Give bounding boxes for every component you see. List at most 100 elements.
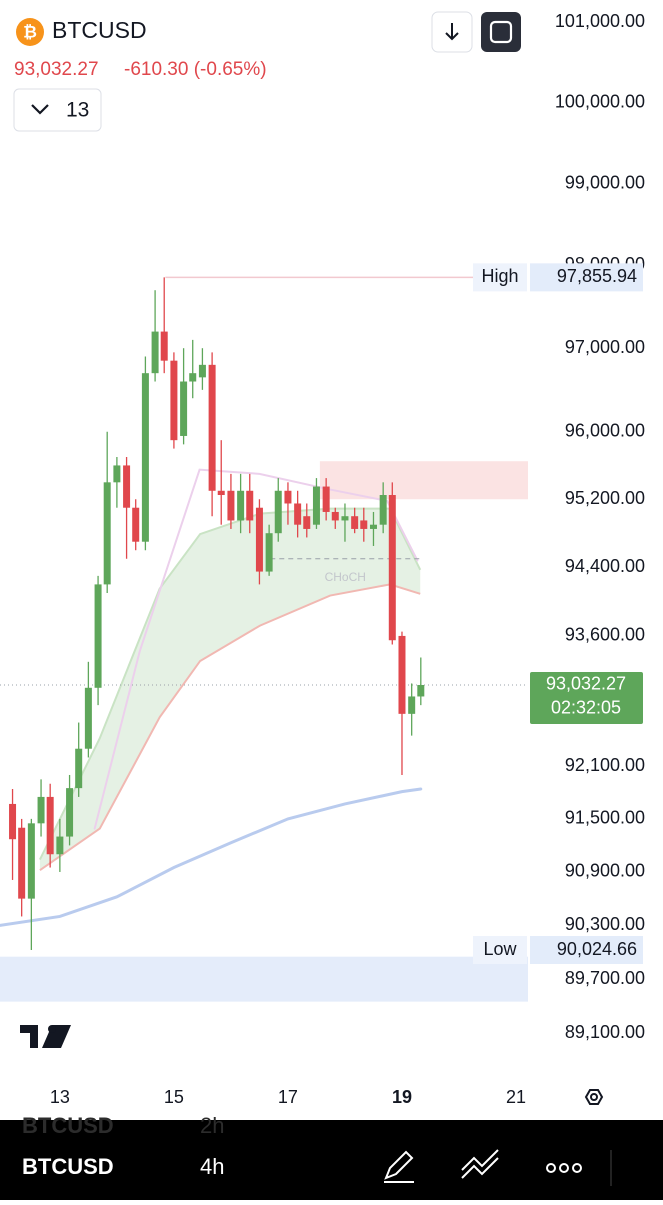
candle-body bbox=[369, 524, 377, 529]
coin-glyph: ₿ bbox=[23, 22, 37, 41]
candle-body bbox=[123, 465, 131, 508]
candle-body bbox=[160, 331, 168, 361]
candle-body bbox=[75, 748, 83, 789]
marker-tag bbox=[473, 263, 527, 292]
y-tick-label: 96,000.00 bbox=[565, 421, 645, 441]
price-tag-countdown: 02:32:05 bbox=[551, 698, 621, 718]
marker-text: High bbox=[481, 266, 518, 286]
settings-button[interactable] bbox=[584, 1089, 604, 1105]
candle-body bbox=[46, 796, 54, 855]
candle-body bbox=[84, 687, 92, 749]
candle-body bbox=[227, 490, 235, 521]
candle-body bbox=[303, 516, 311, 529]
candle-body bbox=[331, 511, 339, 521]
download-icon bbox=[445, 23, 459, 41]
active-symbol[interactable]: BTCUSD bbox=[22, 1154, 114, 1179]
candle-body bbox=[408, 696, 416, 714]
settings-icon bbox=[590, 1093, 598, 1101]
candle-body bbox=[388, 495, 396, 641]
indicator-toggle[interactable] bbox=[13, 88, 102, 132]
zone bbox=[0, 956, 528, 1002]
candle-body bbox=[37, 796, 45, 824]
candle-body bbox=[417, 684, 425, 697]
price-change: -610.30 (-0.65%) bbox=[124, 59, 267, 80]
cloud-lower bbox=[39, 583, 421, 872]
y-tick-label: 89,700.00 bbox=[565, 968, 645, 988]
plot-area: CHoCH bbox=[0, 276, 528, 1002]
indicator-count: 13 bbox=[66, 99, 89, 122]
tv-logo bbox=[20, 1025, 71, 1048]
candle-body bbox=[265, 533, 273, 572]
candle-body bbox=[341, 516, 349, 521]
candle-body bbox=[94, 584, 102, 688]
candle-body bbox=[151, 331, 159, 374]
candle-body bbox=[103, 482, 111, 585]
y-tick-label: 93,600.00 bbox=[565, 625, 645, 645]
prev-symbol[interactable]: BTCUSD bbox=[22, 1113, 114, 1138]
y-tick-label: 91,500.00 bbox=[565, 808, 645, 828]
candle-body bbox=[217, 490, 225, 496]
marker-value-tag bbox=[530, 936, 643, 965]
candle-body bbox=[284, 490, 292, 504]
marker-text: Low bbox=[483, 939, 517, 959]
y-tick-label: 99,000.00 bbox=[565, 172, 645, 192]
marker-value: 97,855.94 bbox=[557, 266, 637, 286]
price-axis: 101,000.00100,000.0099,000.0098,000.0097… bbox=[50, 11, 645, 1107]
coin-icon bbox=[16, 18, 44, 46]
candle-body bbox=[237, 490, 245, 521]
candle-body bbox=[27, 823, 35, 899]
moving-average bbox=[0, 787, 423, 927]
candle-body bbox=[312, 486, 320, 525]
candle-body bbox=[9, 803, 17, 840]
candle-body bbox=[360, 520, 368, 529]
marker-tag bbox=[473, 936, 527, 965]
last-price: 93,032.27 bbox=[14, 59, 99, 80]
candle-body bbox=[351, 516, 359, 529]
candle-body bbox=[170, 360, 178, 441]
candle-body bbox=[255, 507, 263, 572]
candle-body bbox=[294, 503, 302, 525]
candle-body bbox=[322, 486, 330, 512]
candle-body bbox=[141, 373, 149, 542]
ui-layer: ₿ BTCUSD 93,032.27 -610.30 (-0.65%) 13 B… bbox=[0, 11, 663, 1200]
active-interval[interactable]: 4h bbox=[200, 1154, 224, 1179]
y-tick-label: 90,300.00 bbox=[565, 914, 645, 934]
candle-body bbox=[246, 490, 254, 521]
more-button[interactable] bbox=[546, 1163, 582, 1173]
draw-button[interactable] bbox=[384, 1150, 414, 1183]
x-tick-label: 19 bbox=[392, 1087, 412, 1107]
tv-logo-dot bbox=[48, 1025, 56, 1033]
x-tick-label: 21 bbox=[506, 1087, 526, 1107]
marker-value-tag bbox=[530, 263, 643, 292]
fullscreen-button[interactable] bbox=[481, 12, 521, 52]
x-tick-label: 15 bbox=[164, 1087, 184, 1107]
candle-body bbox=[398, 635, 406, 714]
candle-body bbox=[189, 373, 197, 382]
candle-body bbox=[208, 364, 216, 491]
y-tick-label: 100,000.00 bbox=[555, 91, 645, 111]
x-tick-label: 17 bbox=[278, 1087, 298, 1107]
prev-interval[interactable]: 2h bbox=[200, 1113, 224, 1138]
bottom-bar bbox=[0, 1120, 663, 1200]
chevron-icon bbox=[31, 104, 49, 115]
y-tick-label: 92,100.00 bbox=[565, 755, 645, 775]
y-tick-label: 101,000.00 bbox=[555, 11, 645, 31]
candle-body bbox=[18, 827, 26, 899]
candle-body bbox=[66, 788, 74, 837]
cloud-fill bbox=[39, 508, 421, 871]
y-tick-label: 97,000.00 bbox=[565, 337, 645, 357]
symbol: BTCUSD bbox=[52, 17, 147, 43]
x-tick-label: 13 bbox=[50, 1087, 70, 1107]
price-tag-value: 93,032.27 bbox=[546, 674, 626, 694]
candle-body bbox=[274, 490, 282, 534]
candle-body bbox=[132, 507, 140, 542]
zone bbox=[319, 461, 528, 500]
y-tick-label: 90,900.00 bbox=[565, 861, 645, 881]
moving-average bbox=[93, 468, 419, 830]
candle-body bbox=[180, 381, 188, 436]
y-tick-label: 95,200.00 bbox=[565, 488, 645, 508]
candle-body bbox=[379, 495, 387, 525]
trend-button[interactable] bbox=[461, 1149, 499, 1179]
